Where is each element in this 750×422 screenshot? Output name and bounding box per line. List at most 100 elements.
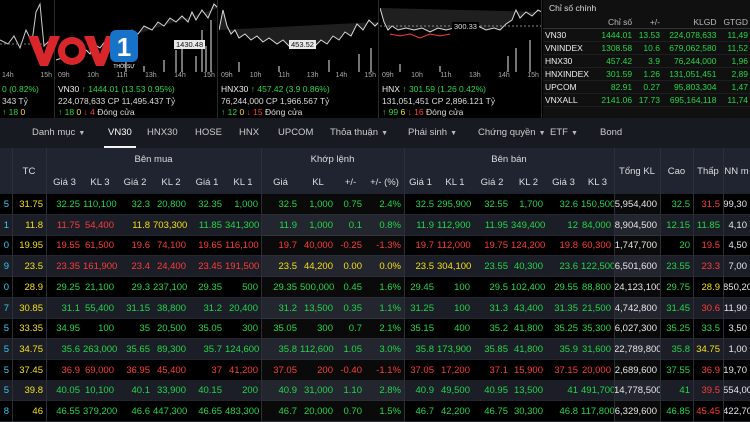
board-cell: 12.15 bbox=[666, 219, 690, 231]
board-cell: -1.1% bbox=[365, 359, 404, 381]
table-row[interactable] bbox=[0, 380, 750, 402]
board-cell: 31.3 bbox=[489, 302, 509, 314]
symbol-cell[interactable]: 9 bbox=[3, 261, 9, 273]
board-cell: 35.05 bbox=[261, 318, 300, 340]
table-row[interactable] bbox=[0, 235, 750, 257]
table-row[interactable] bbox=[0, 214, 750, 236]
unchanged: 0 bbox=[76, 107, 82, 117]
hour-label: 13h bbox=[306, 72, 319, 79]
board-cell: 41 bbox=[567, 385, 578, 397]
mini-chart-hnx30[interactable]: 453.52 09h 10h 11h 13h 14h 15h HNX30 ↑ 457.42… bbox=[219, 0, 379, 118]
board-cell: 49,500 bbox=[440, 385, 470, 397]
tab-label: VN30 bbox=[108, 127, 132, 138]
header-cell: KL bbox=[300, 171, 336, 194]
index-row[interactable]: UPCOM 82.91 0.27 95,803,304 1,47 bbox=[543, 80, 750, 94]
board-cell: 20,500 bbox=[156, 323, 186, 335]
reference-price-cell: 39.8 bbox=[24, 385, 44, 397]
board-cell: 46.55 bbox=[56, 406, 80, 417]
tab-label: HNX bbox=[239, 127, 260, 138]
board-cell: 35.8 bbox=[261, 338, 300, 360]
board-cell: 40,300 bbox=[513, 261, 543, 273]
index-value: 1308.58 bbox=[595, 41, 635, 55]
index-row[interactable]: VN30 1444.01 13.53 224,078,633 11,49 bbox=[543, 28, 750, 42]
index-value: 11,74 bbox=[718, 93, 750, 107]
table-row[interactable] bbox=[0, 194, 750, 215]
board-cell: 35.9 bbox=[559, 343, 579, 355]
advancers: ↑ 18 bbox=[2, 107, 19, 117]
tab-etf[interactable]: ETF ▼ bbox=[550, 118, 578, 148]
tab-thoa-thuan[interactable]: Thỏa thuận ▼ bbox=[330, 118, 388, 148]
indices-header bbox=[543, 16, 596, 29]
index-row[interactable]: VNINDEX 1308.58 10.6 679,062,580 11,52 bbox=[543, 41, 750, 55]
chart-peak-label: 453.52 bbox=[289, 40, 316, 49]
board-cell: 112,600 bbox=[300, 338, 336, 360]
board-cell: 46.7 bbox=[261, 401, 300, 422]
hour-label: 14h bbox=[498, 72, 510, 79]
header-cell: Giá 3 bbox=[46, 171, 83, 194]
hour-label: 10h bbox=[87, 72, 99, 79]
tab-chung-quyen[interactable]: Chứng quyền ▼ bbox=[478, 118, 546, 148]
board-cell: 500,000 bbox=[300, 276, 336, 298]
table-row[interactable] bbox=[0, 297, 750, 319]
reference-price-cell: 30.85 bbox=[19, 302, 43, 314]
symbol-cell[interactable]: 5 bbox=[3, 199, 9, 210]
board-cell: 11.8 bbox=[132, 219, 150, 231]
index-row[interactable]: HNX30 457.42 3.9 76,244,000 1,96 bbox=[543, 54, 750, 68]
symbol-cell[interactable]: 0 bbox=[3, 240, 9, 252]
header-cell: Thấp bbox=[693, 148, 723, 194]
tab-hnx30[interactable]: HNX30 bbox=[147, 118, 178, 148]
tab-label: Danh mục bbox=[32, 127, 76, 138]
symbol-cell[interactable]: 5 bbox=[3, 323, 9, 335]
table-row[interactable] bbox=[0, 277, 750, 298]
tab-label: Bond bbox=[600, 127, 623, 138]
index-value: 17.73 bbox=[634, 93, 662, 107]
tab-hnx[interactable]: HNX bbox=[239, 118, 259, 148]
symbol-cell[interactable]: 5 bbox=[3, 343, 9, 355]
board-cell: 38,800 bbox=[156, 302, 186, 314]
board-cell: 11.95 bbox=[484, 219, 508, 231]
table-row[interactable] bbox=[0, 256, 750, 278]
board-cell: 23.55 bbox=[666, 261, 690, 273]
logo-number: 1 bbox=[117, 32, 131, 62]
table-row[interactable] bbox=[0, 338, 750, 360]
tab-label: Chứng quyền bbox=[478, 127, 536, 138]
tab-hose[interactable]: HOSE bbox=[195, 118, 222, 148]
board-cell: 20 bbox=[679, 240, 690, 252]
hour-label: 11h bbox=[440, 72, 452, 79]
board-cell: 24,123,100 bbox=[614, 276, 660, 298]
reference-price-cell: 37.45 bbox=[19, 364, 43, 376]
board-cell: 11.85 bbox=[696, 219, 720, 231]
tab-danh-muc[interactable]: Danh mục ▼ bbox=[32, 118, 85, 148]
index-row[interactable]: VNXALL 2141.06 17.73 695,164,118 11,74 bbox=[543, 93, 750, 107]
symbol-cell[interactable]: 5 bbox=[3, 385, 9, 397]
chart-peak-label: 1430.48 bbox=[174, 40, 206, 49]
tab-phai-sinh[interactable]: Phái sinh ▼ bbox=[408, 118, 457, 148]
symbol-cell[interactable]: 0 bbox=[3, 281, 9, 293]
board-cell: 4,742,800 bbox=[614, 297, 660, 319]
table-row[interactable] bbox=[0, 318, 750, 340]
mini-chart-hnx[interactable]: 300.33 09h 10h 11h 13h 14h 15h HNX ↑ 301.59 (… bbox=[380, 0, 542, 118]
board-cell: 4,50 bbox=[728, 240, 748, 252]
symbol-cell[interactable]: 1 bbox=[3, 219, 9, 231]
board-cell: 10,100 bbox=[84, 385, 114, 397]
symbol-cell[interactable]: 7 bbox=[3, 302, 9, 314]
index-row[interactable]: HNXINDEX 301.59 1.26 131,051,451 2,89 bbox=[543, 67, 750, 81]
header-cell: KL 3 bbox=[83, 171, 117, 194]
header-cell: NN m bbox=[723, 148, 750, 194]
group-header-sell: Bên bán bbox=[404, 148, 614, 171]
table-row[interactable] bbox=[0, 360, 750, 381]
tab-vn30[interactable]: VN30 bbox=[104, 118, 136, 148]
column-divider bbox=[614, 148, 615, 422]
symbol-cell[interactable]: 8 bbox=[3, 406, 9, 417]
symbol-cell[interactable]: 5 bbox=[3, 364, 9, 376]
board-cell: 2.1% bbox=[365, 318, 404, 340]
tab-upcom[interactable]: UPCOM bbox=[278, 118, 313, 148]
board-cell: 35.7 bbox=[203, 343, 223, 355]
board-cell: 31.45 bbox=[666, 302, 690, 314]
board-cell: 23.4 bbox=[131, 261, 151, 273]
board-cell: 21,500 bbox=[581, 302, 611, 314]
board-cell: 0.7 bbox=[336, 318, 365, 340]
board-cell: 1,000 bbox=[300, 214, 336, 236]
tab-bond[interactable]: Bond bbox=[600, 118, 622, 148]
board-cell: 99,30 bbox=[723, 199, 747, 210]
